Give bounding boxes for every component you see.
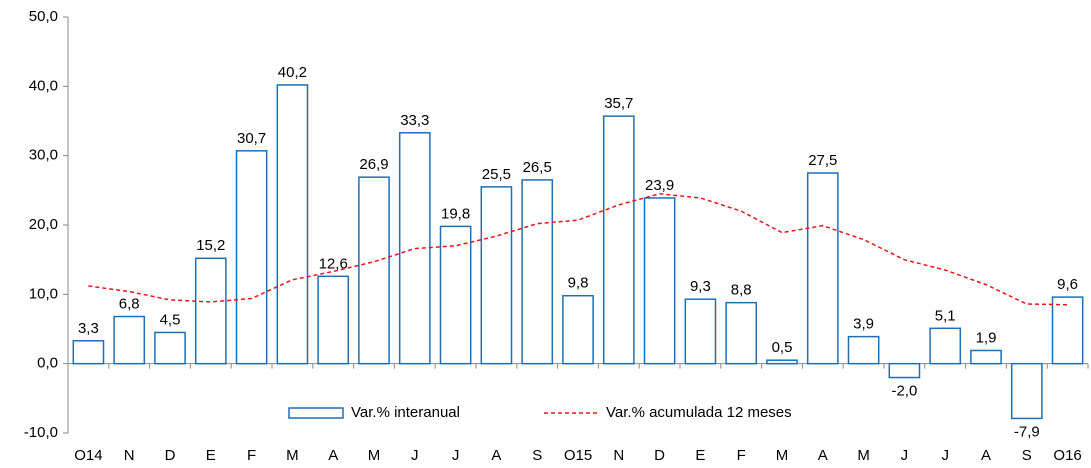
x-tick-label: A [818,447,828,464]
data-label: 33,3 [400,112,429,129]
data-label: -2,0 [891,383,917,400]
legend-swatch [288,407,344,419]
bar [194,257,227,365]
x-tick-label: E [695,447,705,464]
y-tick-label: 10,0 [29,285,58,302]
x-tick-label: J [452,447,460,464]
x-tick-label: S [532,447,542,464]
x-tick-label: J [411,447,419,464]
bar [643,197,676,365]
data-label: 27,5 [808,152,837,169]
data-label: -7,9 [1014,423,1040,440]
y-tick-label: 50,0 [29,8,58,25]
x-tick-label: O16 [1053,447,1081,464]
data-label: 8,8 [731,282,752,299]
bar [439,225,472,365]
x-tick-label: F [737,447,746,464]
bar [72,340,105,365]
x-tick-label: E [206,447,216,464]
legend-label: Var.% acumulada 12 meses [606,404,792,421]
data-label: 9,3 [690,278,711,295]
legend-label: Var.% interanual [351,404,460,421]
x-tick-label: M [286,447,299,464]
x-tick-label: A [328,447,338,464]
bar [929,327,962,365]
data-label: 4,5 [160,311,181,328]
bar [235,150,268,365]
y-tick-label: 40,0 [29,77,58,94]
bar [888,362,921,379]
data-label: 23,9 [645,177,674,194]
x-tick-label: D [165,447,176,464]
data-label: 30,7 [237,130,266,147]
bar [317,275,350,365]
data-label: 35,7 [604,95,633,112]
x-tick-label: F [247,447,256,464]
x-tick-label: A [981,447,991,464]
y-tick-label: 20,0 [29,216,58,233]
x-tick-label: D [654,447,665,464]
bar [562,294,594,365]
x-tick-label: J [941,447,949,464]
y-tick-label: 0,0 [37,355,58,372]
x-tick-label: M [368,447,381,464]
x-tick-label: M [776,447,789,464]
x-tick-label: J [901,447,909,464]
x-tick-label: O14 [74,447,102,464]
data-label: 0,5 [772,339,793,356]
bar [276,84,309,365]
bar [521,179,554,365]
x-tick-label: A [491,447,501,464]
x-tick-label: N [613,447,624,464]
data-label: 19,8 [441,205,470,222]
bar [113,315,146,365]
data-label: 9,6 [1057,276,1078,293]
data-label: 15,2 [196,237,225,254]
data-label: 6,8 [119,295,140,312]
bar [480,186,513,365]
bar [154,331,186,365]
y-tick-label: 30,0 [29,147,58,164]
x-tick-label: M [857,447,870,464]
line [88,193,1068,306]
bar [806,172,839,365]
bar [1010,362,1043,420]
bar [725,301,758,365]
bar [684,298,717,365]
x-tick-label: O15 [564,447,592,464]
data-label: 26,5 [523,159,552,176]
data-label: 9,8 [568,275,589,292]
x-tick-label: S [1022,447,1032,464]
data-label: 12,6 [319,255,348,272]
bar [847,335,880,365]
data-label: 1,9 [976,329,997,346]
data-label: 26,9 [359,156,388,173]
x-tick-label: N [124,447,135,464]
data-label: 40,2 [278,64,307,81]
bar [970,349,1002,365]
bar [1051,296,1084,365]
y-tick-label: -10,0 [24,424,58,441]
bar [602,115,635,365]
data-label: 3,3 [78,320,99,337]
data-label: 25,5 [482,166,511,183]
data-label: 5,1 [935,307,956,324]
bar [358,176,390,365]
data-label: 3,9 [853,316,874,333]
bar [766,359,798,365]
